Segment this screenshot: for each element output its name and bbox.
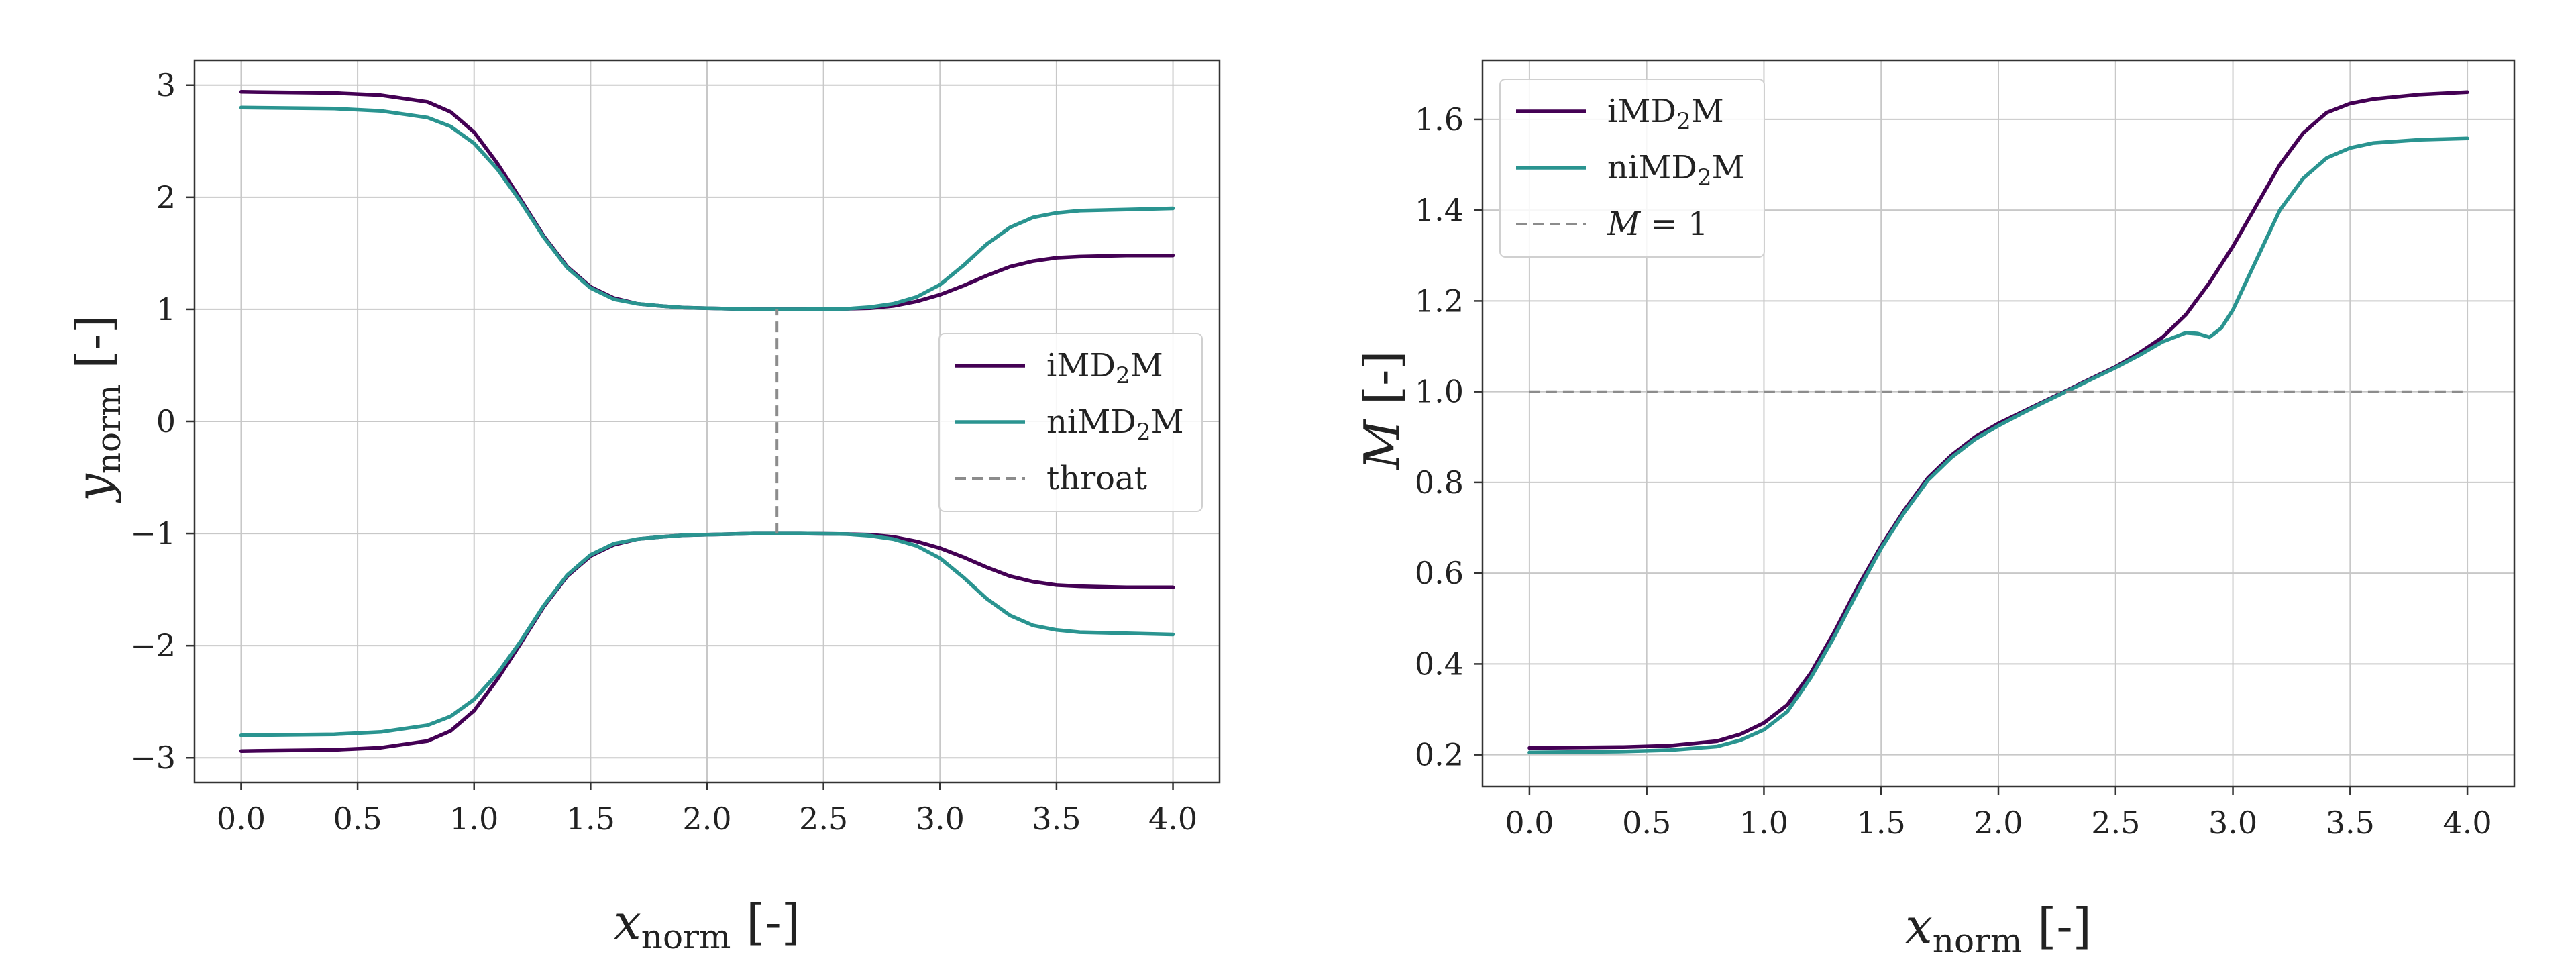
y-tick-label: 1 bbox=[156, 291, 176, 327]
legend-label: iMD2M bbox=[1607, 93, 1724, 135]
y-tick-label: 1.2 bbox=[1415, 283, 1464, 319]
legend: iMD2M niMD2M M = 1 bbox=[1499, 79, 1765, 258]
x-tick-label: 2.0 bbox=[1974, 805, 2023, 841]
x-tick-label: 1.0 bbox=[449, 801, 498, 837]
series-line-nimd2m bbox=[239, 531, 1175, 737]
legend-label: niMD2M bbox=[1046, 403, 1184, 446]
x-tick-label: 0.5 bbox=[333, 801, 382, 837]
x-tick-label: 1.5 bbox=[566, 801, 615, 837]
x-axis-label: xnorm [-] bbox=[614, 894, 800, 956]
y-tick-label: 0.6 bbox=[1415, 555, 1464, 591]
x-tick-label: 1.0 bbox=[1739, 805, 1788, 841]
legend: iMD2M niMD2M throat bbox=[938, 333, 1203, 512]
legend-label: iMD2M bbox=[1046, 347, 1163, 389]
x-tick-label: 2.5 bbox=[799, 801, 848, 837]
x-tick-label: 3.0 bbox=[2208, 805, 2257, 841]
y-tick-label: 2 bbox=[156, 179, 176, 215]
legend-label: niMD2M bbox=[1607, 149, 1745, 191]
y-tick-label: 0.2 bbox=[1415, 737, 1464, 773]
x-tick-label: 0.0 bbox=[1505, 805, 1554, 841]
legend-label: M = 1 bbox=[1607, 205, 1708, 243]
x-tick-label: 3.0 bbox=[916, 801, 965, 837]
x-tick-label: 1.5 bbox=[1857, 805, 1906, 841]
y-tick-label: 3 bbox=[156, 67, 176, 103]
y-tick-label: 1.0 bbox=[1415, 374, 1464, 410]
y-tick-label: 0 bbox=[156, 403, 176, 440]
y-tick-label: −3 bbox=[130, 740, 176, 776]
y-tick-label: 1.6 bbox=[1415, 101, 1464, 138]
x-tick-label: 0.0 bbox=[217, 801, 266, 837]
x-tick-label: 3.5 bbox=[1032, 801, 1081, 837]
y-tick-label: 1.4 bbox=[1415, 192, 1464, 228]
y-tick-label: −2 bbox=[130, 627, 176, 664]
y-axis-label: ynorm [-] bbox=[66, 315, 128, 503]
series-line-nimd2m bbox=[239, 105, 1175, 311]
x-tick-label: 4.0 bbox=[2443, 805, 2492, 841]
x-tick-label: 0.5 bbox=[1622, 805, 1671, 841]
series-line-nimd2m bbox=[1527, 136, 2469, 755]
y-axis-label: M [-] bbox=[1354, 350, 1410, 470]
x-axis-label: xnorm [-] bbox=[1905, 898, 2092, 960]
chart-panel-2: 0.0 0.5 1.0 1.5 2.0 2.5 3.0 3.5 4.0 0.2 0.4 0.6 0.8 1… bbox=[1354, 59, 2516, 960]
y-tick-label: 0.4 bbox=[1415, 646, 1464, 682]
legend-box bbox=[938, 333, 1203, 512]
x-tick-label: 2.0 bbox=[682, 801, 731, 837]
y-tick-label: −1 bbox=[130, 515, 176, 552]
y-tick-label: 0.8 bbox=[1415, 464, 1464, 501]
chart-panel-1: 0.0 0.5 1.0 1.5 2.0 2.5 3.0 3.5 4.0 −3 −2 −1 0 1 2 3 xno… bbox=[66, 59, 1221, 956]
x-tick-label: 4.0 bbox=[1148, 801, 1197, 837]
x-tick-label: 3.5 bbox=[2326, 805, 2375, 841]
x-tick-label: 2.5 bbox=[2091, 805, 2140, 841]
legend-box bbox=[1499, 79, 1765, 258]
legend-label: throat bbox=[1046, 460, 1147, 497]
